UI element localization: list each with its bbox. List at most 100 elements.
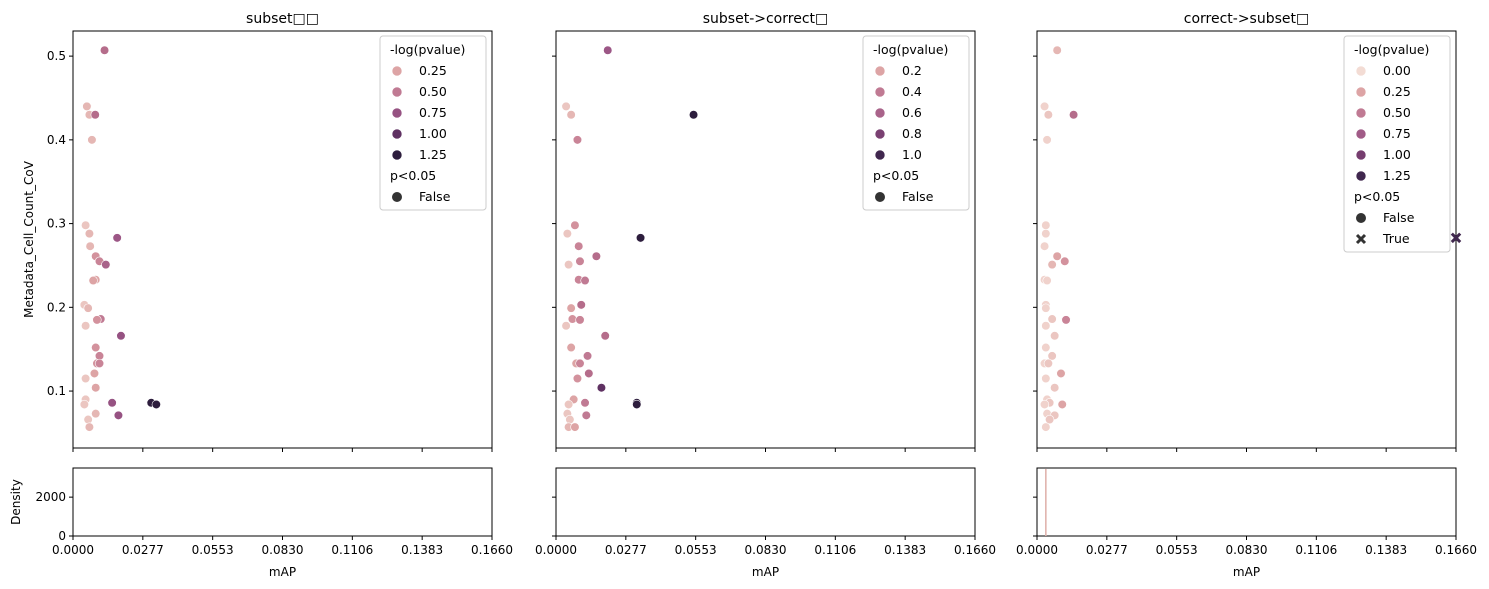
x-tick-label: 0.0553 <box>192 543 234 557</box>
legend-hue-swatch <box>1355 170 1367 182</box>
data-point <box>567 314 578 324</box>
legend-hue-label: 0.6 <box>902 105 922 120</box>
data-point <box>580 275 590 286</box>
data-point <box>574 241 584 251</box>
legend-hue-swatch <box>1355 128 1367 140</box>
legend-hue-swatch <box>391 128 403 140</box>
legend-hue-title: -log(pvalue) <box>1354 42 1429 57</box>
data-point <box>1068 110 1079 120</box>
x-tick-label: 0.1106 <box>331 543 373 557</box>
data-point <box>580 398 590 408</box>
data-point <box>1039 241 1050 251</box>
panel-2: subset->correct□ -log(pvalue) 0.2 0.4 0.6 0.8… <box>535 11 996 579</box>
data-point <box>1052 45 1062 55</box>
data-point <box>565 414 575 425</box>
legend-hue-swatch <box>874 107 886 119</box>
data-point <box>1047 260 1057 270</box>
legend-hue-swatch <box>874 128 886 140</box>
x-axis-label: mAP <box>269 565 296 579</box>
x-tick-label: 0.1383 <box>1365 543 1407 557</box>
data-point <box>1039 101 1050 111</box>
legend-style-swatch <box>1356 213 1366 223</box>
data-point <box>99 45 110 55</box>
legend-hue-swatch <box>874 65 886 77</box>
data-point <box>688 110 699 120</box>
x-tick-label: 0.1106 <box>814 543 856 557</box>
x-tick-label: 0.1660 <box>954 543 996 557</box>
data-point <box>581 410 591 420</box>
x-tick-label: 0.0830 <box>745 543 787 557</box>
data-point <box>113 410 124 420</box>
panel-title: subset□□ <box>246 11 319 27</box>
data-point <box>603 45 613 55</box>
data-point <box>591 251 601 261</box>
data-point <box>570 220 580 230</box>
data-point <box>600 331 610 341</box>
data-point <box>1041 373 1051 384</box>
data-point <box>81 373 91 384</box>
x-tick-label: 0.1383 <box>401 543 443 557</box>
data-point <box>1047 351 1057 361</box>
data-point <box>92 315 102 325</box>
legend-style-label: True <box>1382 231 1410 246</box>
data-point <box>81 321 91 331</box>
y-tick-label: 0.1 <box>47 384 66 398</box>
data-point <box>1050 383 1060 393</box>
legend-hue-swatch <box>391 149 403 161</box>
legend-style-label: False <box>419 189 451 204</box>
legend-hue-swatch <box>1355 149 1367 161</box>
data-point <box>107 398 117 408</box>
x-tick-label: 0.0277 <box>122 543 164 557</box>
legend: -log(pvalue) 0.00 0.25 0.50 0.75 1.00 1.25 p<0.… <box>1343 35 1451 253</box>
density-axes-frame <box>72 467 493 537</box>
density-axes-frame <box>1036 467 1457 537</box>
legend-hue-label: 0.00 <box>1383 63 1411 78</box>
x-tick-label: 0.0553 <box>675 543 717 557</box>
data-point <box>1056 368 1066 379</box>
legend-hue-label: 0.25 <box>419 63 447 78</box>
data-point <box>94 358 105 369</box>
panel-1: subset□□ 0.1 0.2 0.3 0.4 0.5 Metadata_Cell_Cou… <box>9 11 513 579</box>
data-point <box>572 135 583 145</box>
data-point <box>584 368 594 379</box>
data-point <box>84 229 95 239</box>
legend-hue-label: 0.4 <box>902 84 922 99</box>
x-axis-label: mAP <box>752 565 779 579</box>
legend-hue-swatch <box>1355 65 1367 77</box>
legend-hue-label: 1.0 <box>902 147 922 162</box>
legend-hue-label: 1.00 <box>419 126 447 141</box>
legend-hue-label: 1.00 <box>1383 147 1411 162</box>
data-point <box>1041 321 1051 331</box>
legend-hue-label: 0.50 <box>419 84 447 99</box>
legend-hue-label: 0.50 <box>1383 105 1411 120</box>
data-point <box>88 275 98 286</box>
legend-hue-swatch <box>391 65 403 77</box>
data-point <box>90 110 100 120</box>
legend-style-label: False <box>1383 210 1415 225</box>
data-point <box>1039 399 1050 410</box>
legend-style-title: p<0.05 <box>1354 189 1400 204</box>
data-point <box>1041 220 1051 230</box>
data-point <box>1041 303 1051 313</box>
panel-title: subset->correct□ <box>703 11 828 27</box>
density-y-tick-label: 0 <box>58 529 66 543</box>
legend-style-label: False <box>902 189 934 204</box>
density-y-axis-label: Density <box>9 479 23 525</box>
legend-hue-label: 1.25 <box>419 147 447 162</box>
data-point <box>101 260 111 270</box>
data-point <box>1057 399 1067 410</box>
data-point <box>1061 315 1071 325</box>
data-point <box>79 399 89 410</box>
x-tick-label: 0.1383 <box>884 543 926 557</box>
data-point <box>576 300 586 310</box>
legend: -log(pvalue) 0.2 0.4 0.6 0.8 1.0 p<0.05 False <box>862 35 970 211</box>
legend-hue-title: -log(pvalue) <box>390 42 465 57</box>
density-y-tick-label: 2000 <box>35 490 66 504</box>
data-point <box>1041 342 1051 353</box>
legend-hue-label: 0.8 <box>902 126 922 141</box>
panel-title: correct->subset□ <box>1184 11 1309 27</box>
legend-style-swatch <box>875 192 885 202</box>
legend-hue-swatch <box>1355 107 1367 119</box>
density-axes-frame <box>555 467 976 537</box>
